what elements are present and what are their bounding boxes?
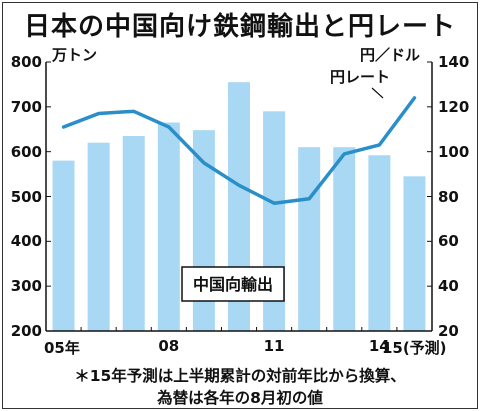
left-tick-label-200: 200 — [10, 322, 42, 340]
bar-legend-box — [181, 266, 285, 302]
bar-9 — [368, 155, 391, 331]
left-tick-label-800: 800 — [10, 53, 42, 71]
yen-rate-line — [61, 96, 417, 205]
right-tick-label-40: 40 — [438, 277, 459, 296]
bar-8 — [333, 147, 356, 331]
right-tick-label-60: 60 — [438, 232, 459, 251]
right-tick-label-140: 140 — [438, 53, 470, 71]
left-tick-label-600: 600 — [10, 142, 42, 161]
bar-7 — [298, 147, 321, 331]
left-tick-label-700: 700 — [10, 97, 42, 116]
chart-title: 日本の中国向け鉄鋼輸出と円レート — [23, 12, 456, 42]
right-tick-label-100: 100 — [438, 142, 470, 161]
right-tick-label-120: 120 — [438, 97, 470, 116]
right-tick-label-80: 80 — [438, 187, 459, 206]
x-tick-label-10: 15(予測) — [381, 339, 447, 357]
bar-0 — [52, 160, 75, 331]
yen-rate-label: 円レート — [330, 68, 390, 86]
bar-2 — [122, 135, 145, 331]
x-tick-label-3: 08 — [158, 337, 180, 355]
left-tick-label-500: 500 — [10, 187, 42, 206]
bar-legend-label: 中国向輸出 — [193, 275, 273, 294]
x-tick-label-0: 05年 — [44, 339, 80, 357]
x-tick-label-6: 11 — [263, 337, 285, 355]
footnote-line-2: 為替は各年の8月初の値 — [157, 389, 323, 407]
left-tick-label-300: 300 — [10, 277, 42, 296]
right-tick-label-20: 20 — [438, 322, 459, 340]
x-tick-label-9: 14 — [368, 337, 390, 355]
left-tick-label-400: 400 — [10, 232, 42, 251]
bar-3 — [157, 122, 180, 332]
right-axis-unit: 円／ドル — [359, 46, 420, 64]
yen-rate-leader — [371, 87, 384, 99]
bar-10 — [403, 176, 426, 331]
left-axis-unit: 万トン — [52, 46, 98, 64]
bar-1 — [87, 142, 110, 331]
footnote-line-1: ＊15年予測は上半期累計の対前年比から換算、 — [74, 367, 406, 385]
